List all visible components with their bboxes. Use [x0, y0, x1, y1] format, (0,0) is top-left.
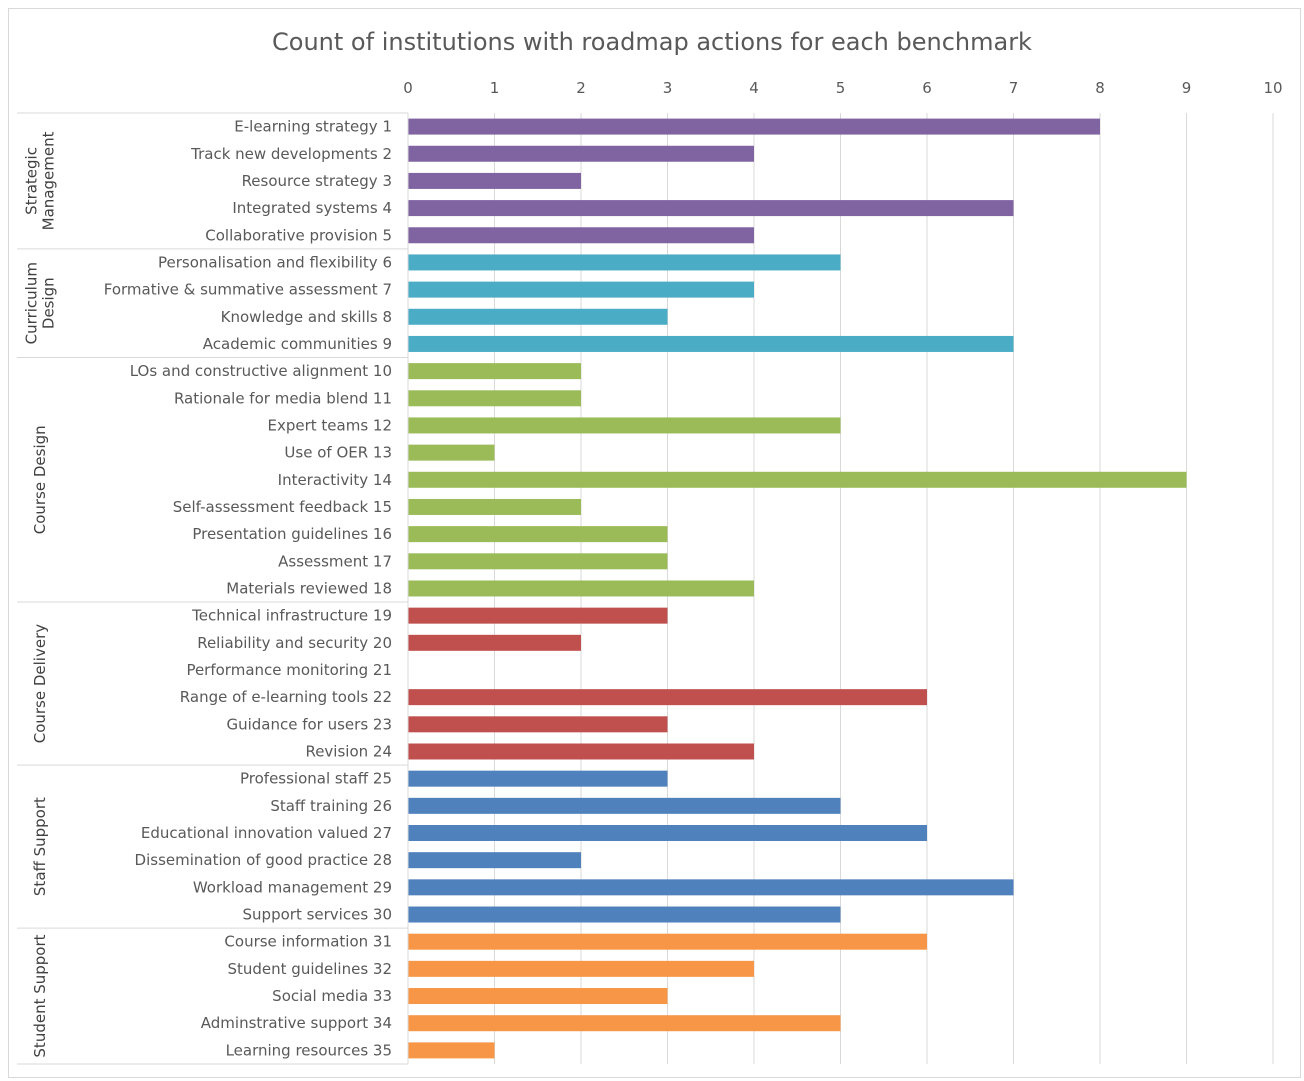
x-tick-label: 4 [749, 79, 759, 97]
category-label: Support services 30 [243, 906, 392, 924]
x-tick-label: 6 [922, 79, 932, 97]
category-label: Range of e-learning tools 22 [180, 688, 392, 706]
x-tick-label: 0 [403, 79, 413, 97]
category-label: Materials reviewed 18 [226, 579, 392, 597]
group-label-course-design: Course Design [31, 425, 49, 534]
bar-20 [408, 634, 581, 651]
group-label-curriculum-design: Design [40, 277, 58, 329]
category-label: Track new developments 2 [190, 145, 392, 163]
category-label: Workload management 29 [193, 878, 392, 896]
category-label: E-learning strategy 1 [234, 118, 392, 136]
group-label-staff-support: Staff Support [31, 797, 49, 896]
x-tick-label: 7 [1009, 79, 1019, 97]
category-label: Professional staff 25 [240, 770, 392, 788]
category-label: Course information 31 [224, 933, 392, 951]
category-label: Revision 24 [305, 742, 392, 760]
bar-26 [408, 797, 841, 814]
category-label: LOs and constructive alignment 10 [130, 362, 392, 380]
bar-29 [408, 879, 1014, 896]
category-label: Presentation guidelines 16 [192, 525, 392, 543]
bar-9 [408, 335, 1014, 352]
bar-11 [408, 390, 581, 407]
chart-frame [8, 8, 1301, 1078]
category-label: Educational innovation valued 27 [141, 824, 392, 842]
group-label-course-delivery: Course Delivery [31, 624, 49, 744]
bar-3 [408, 172, 581, 189]
x-tick-label: 3 [663, 79, 673, 97]
bar-15 [408, 498, 581, 515]
bar-24 [408, 743, 754, 760]
x-tick-label: 10 [1263, 79, 1282, 97]
category-label: Formative & summative assessment 7 [104, 281, 392, 299]
bar-22 [408, 689, 927, 706]
group-label-strategic-management: Strategic [23, 147, 41, 215]
category-label: Social media 33 [272, 987, 392, 1005]
category-label: Assessment 17 [278, 552, 392, 570]
bar-7 [408, 281, 754, 298]
bar-13 [408, 444, 495, 461]
x-tick-label: 8 [1095, 79, 1105, 97]
bar-2 [408, 145, 754, 162]
x-tick-label: 9 [1182, 79, 1192, 97]
category-label: Learning resources 35 [226, 1041, 392, 1059]
bar-28 [408, 852, 581, 869]
category-label: Reliability and security 20 [197, 634, 392, 652]
bar-6 [408, 254, 841, 271]
category-label: Expert teams 12 [267, 416, 392, 434]
bar-17 [408, 553, 668, 570]
bar-10 [408, 363, 581, 380]
bar-4 [408, 200, 1014, 217]
category-label: Resource strategy 3 [242, 172, 392, 190]
bar-8 [408, 308, 668, 325]
category-label: Knowledge and skills 8 [221, 308, 392, 326]
category-label: Dissemination of good practice 28 [135, 851, 392, 869]
category-label: Performance monitoring 21 [186, 661, 392, 679]
bar-35 [408, 1042, 495, 1059]
bar-23 [408, 716, 668, 733]
category-label: Integrated systems 4 [232, 199, 392, 217]
bar-32 [408, 960, 754, 977]
bar-5 [408, 227, 754, 244]
x-tick-label: 5 [836, 79, 846, 97]
bar-25 [408, 770, 668, 787]
category-label: Rationale for media blend 11 [174, 389, 392, 407]
category-label: Personalisation and flexibility 6 [158, 253, 392, 271]
group-label-curriculum-design: Curriculum [23, 262, 41, 344]
x-tick-label: 2 [576, 79, 586, 97]
bar-14 [408, 471, 1187, 488]
bar-18 [408, 580, 754, 597]
bar-27 [408, 825, 927, 842]
chart-title: Count of institutions with roadmap actio… [272, 28, 1032, 56]
bar-12 [408, 417, 841, 434]
category-label: Staff training 26 [270, 797, 392, 815]
bar-30 [408, 906, 841, 923]
x-tick-label: 1 [490, 79, 500, 97]
category-label: Interactivity 14 [278, 471, 392, 489]
category-label: Use of OER 13 [284, 444, 392, 462]
category-label: Collaborative provision 5 [205, 226, 392, 244]
group-label-strategic-management: Management [40, 131, 58, 230]
category-label: Academic communities 9 [203, 335, 392, 353]
bar-1 [408, 118, 1100, 135]
category-label: Self-assessment feedback 15 [173, 498, 392, 516]
bar-19 [408, 607, 668, 624]
category-label: Student guidelines 32 [227, 960, 392, 978]
category-label: Technical infrastructure 19 [191, 607, 392, 625]
category-label: Adminstrative support 34 [201, 1014, 392, 1032]
bar-33 [408, 988, 668, 1005]
bar-16 [408, 526, 668, 543]
bar-31 [408, 933, 927, 950]
category-label: Guidance for users 23 [226, 715, 392, 733]
bar-34 [408, 1015, 841, 1032]
group-label-student-support: Student Support [31, 934, 49, 1057]
